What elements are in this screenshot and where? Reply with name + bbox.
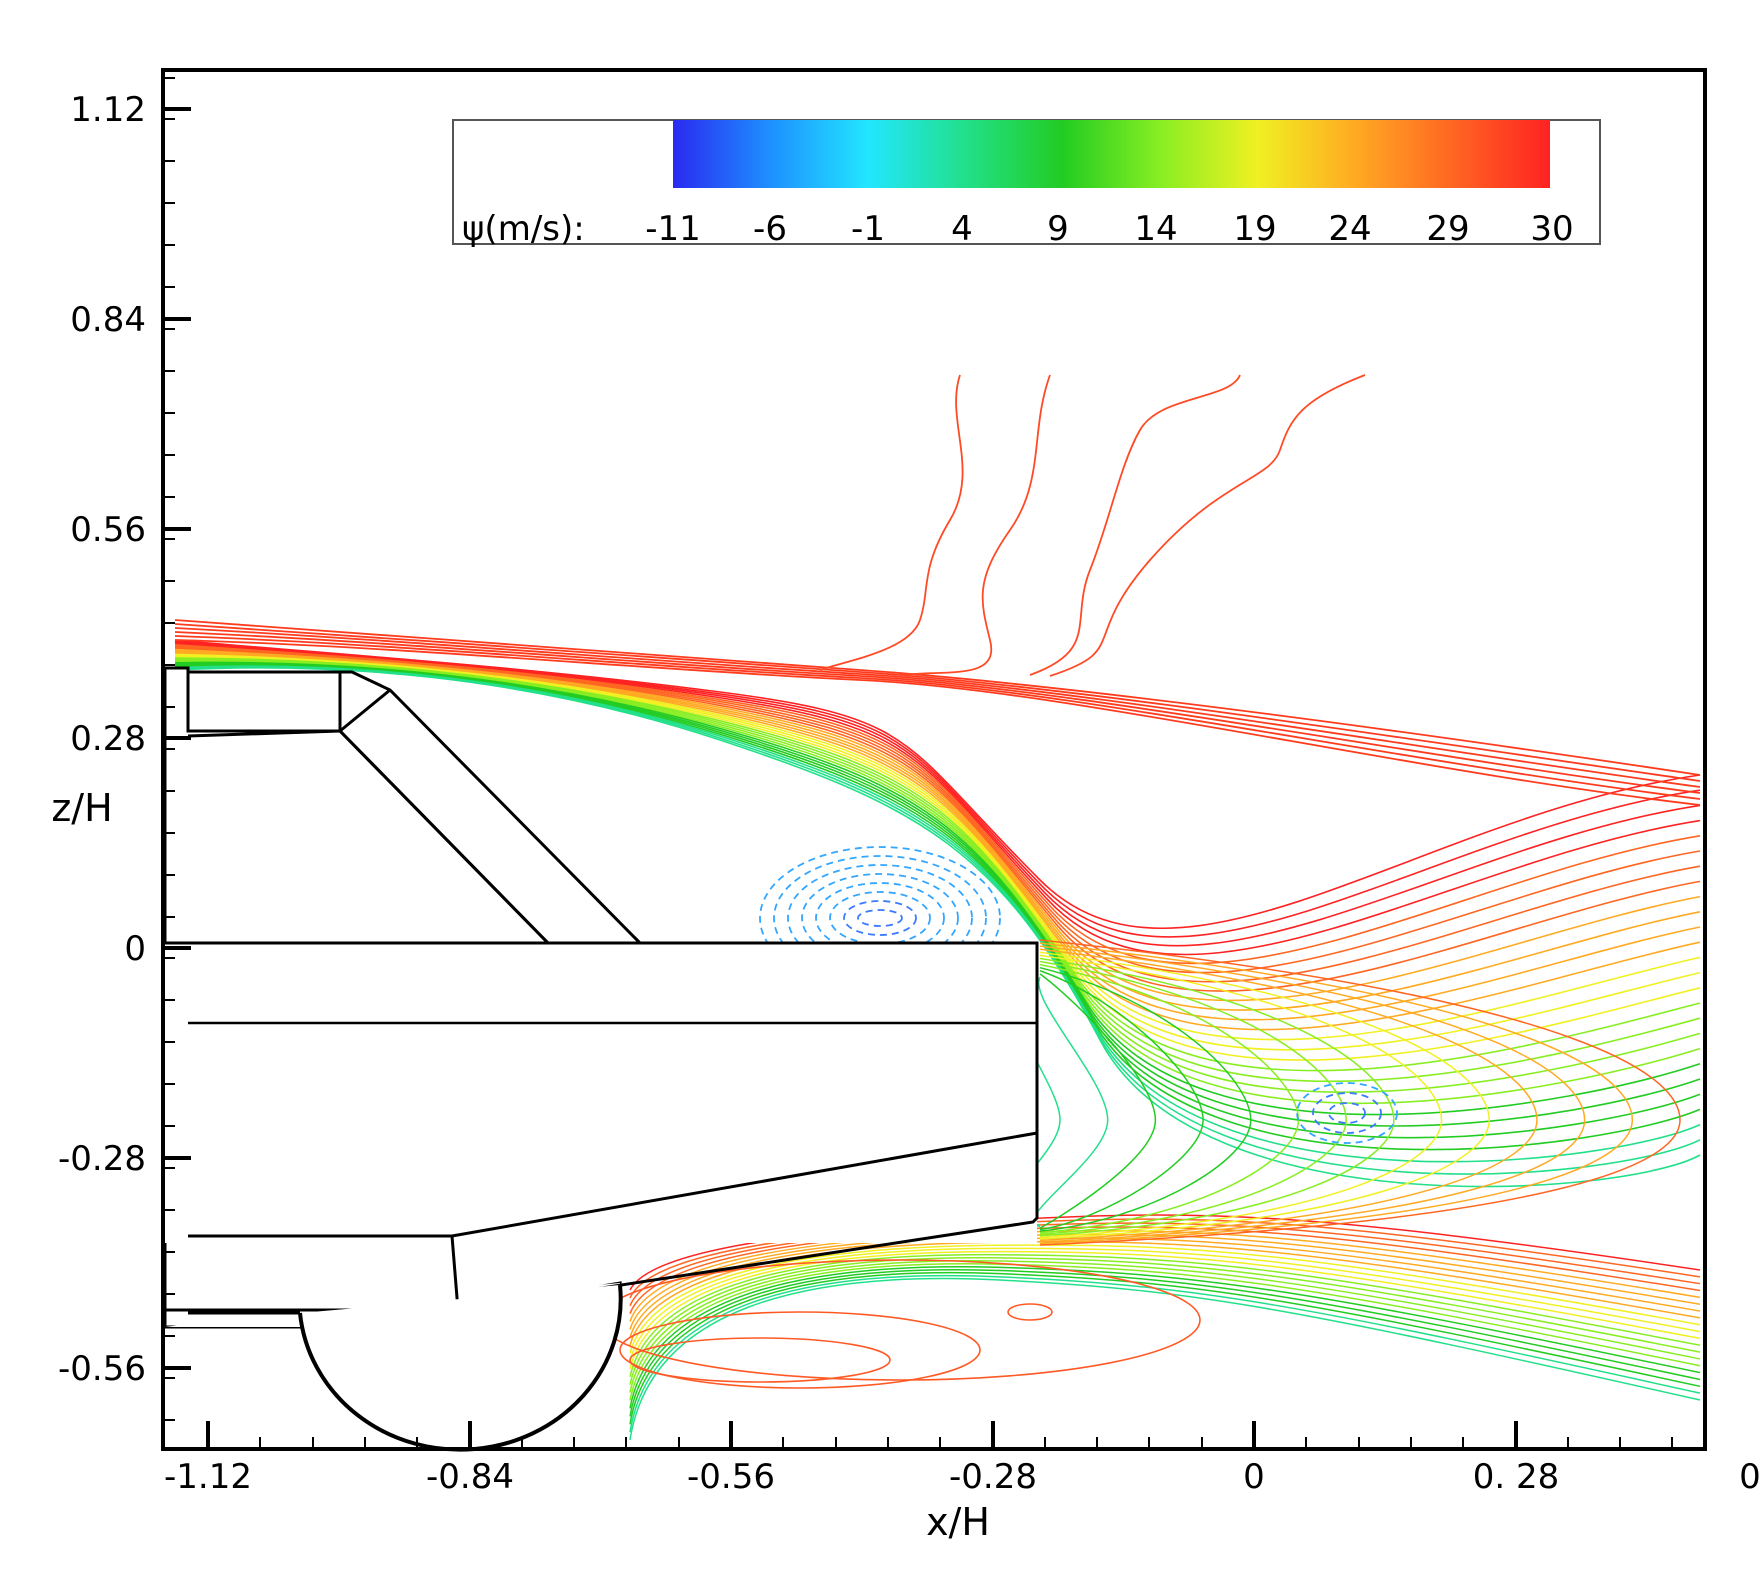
rising-contour-line [1029,374,1241,676]
lower-contour-line [629,1222,1701,1307]
x-tick-label: 0.56 [1739,1457,1764,1497]
lower-contour-line [629,1269,1701,1417]
rising-contour-line [899,374,1051,676]
sill-side [450,1235,460,1311]
shear-layer-contour [174,639,1701,806]
wake-contour-line [1039,973,1157,1229]
lower-contour-line [629,1260,1701,1393]
upper-vortex-contour [759,846,1001,990]
y-tick-label: -0.56 [58,1349,146,1389]
shear-layer-contour [174,627,1701,788]
wake-contour-line [1039,963,1300,1234]
upper-vortex-contour [843,900,917,936]
colorbar-tick-label: 9 [1047,209,1069,249]
lower-contour-line [629,1271,1701,1425]
y-tick-label: 0.28 [70,719,146,759]
x-tick-label: -0.28 [949,1457,1037,1497]
upper-contour-line [174,656,1701,1061]
rising-contour-line [819,374,964,671]
lower-contour-line [629,1214,1701,1291]
wake-contour-line [1039,939,1681,1246]
y-tick-label: 0 [124,929,146,969]
wake-contour-line [1039,942,1634,1245]
y-tick-label: 0.56 [70,510,146,550]
vehicle-geometry [163,666,1039,1452]
wake-contour-line [1039,948,1538,1242]
wheel [298,1284,623,1452]
colorbar-tick-label: 24 [1328,209,1371,249]
y-tick-label: 0.84 [70,300,146,340]
windshield-edge [338,672,391,733]
shear-layer-contour [174,619,1701,776]
colorbar-tick-label: 30 [1530,209,1573,249]
y-axis-ticks [163,77,191,1421]
jet-contour-loop [1007,1303,1053,1321]
lower-contour-line [629,1218,1701,1299]
x-tick-label: 0. 28 [1473,1457,1560,1497]
y-tick-label: 1.12 [70,90,146,130]
x-axis-title: x/H [926,1500,990,1544]
wake-vortex-contour [1328,1102,1366,1124]
x-tick-label: -1.12 [164,1457,252,1497]
colorbar-tick-label: 19 [1233,209,1276,249]
wake-contour-line [1039,970,1204,1231]
jet-contour-loop [629,1337,891,1383]
colorbar-tick-label: -6 [753,209,787,249]
lower-contour-line [629,1253,1701,1378]
y-axis-title: z/H [51,786,112,830]
y-axis-tick-labels: 1.12 0.84 0.56 0.28 0 -0.28 -0.56 [58,90,146,1389]
colorbar-tick-label: 4 [951,209,973,249]
colorbar-tick-label: -1 [851,209,885,249]
rising-contour-line [1049,374,1366,677]
plot-frame [161,68,1707,1451]
lower-contour-line [629,1266,1701,1409]
upper-vortex-contour [787,864,973,972]
wake-contour-line [1039,960,1347,1235]
lower-contour-line [629,1226,1701,1314]
shear-layer-contour [174,631,1701,794]
y-tick-label: -0.28 [58,1139,146,1179]
wake-contour-line [1039,945,1586,1243]
wake-contour-line [1039,954,1443,1239]
upper-vortex-contour [857,909,903,927]
lower-contour-line [629,1277,1701,1441]
wake-contour-line [1039,957,1395,1237]
colorbar-tick-label: -11 [645,209,701,249]
colorbar-gradient [673,120,1550,188]
colorbar-tick-label: 14 [1134,209,1177,249]
colorbar-tick-label: 29 [1426,209,1469,249]
x-tick-label: -0.84 [426,1457,514,1497]
wake-contour-line [1039,951,1490,1240]
wake-contour-line [1032,976,1109,1228]
plot-area-border [161,68,1707,1451]
cabin-block [165,943,1037,1243]
lower-contour-line [629,1274,1701,1433]
lower-contour-line [629,1244,1701,1354]
contour-lines [174,374,1701,1441]
x-tick-label: -0.56 [687,1457,775,1497]
wake-vortex-contour [1312,1092,1382,1134]
x-tick-label: 0 [1243,1457,1265,1497]
jet-contour-loop [619,1311,981,1389]
wake-contour-line [1039,966,1252,1232]
colorbar-legend: ψ(m/s): -11 -6 -1 4 9 14 19 24 29 30 [452,119,1601,249]
upper-vortex-contour [829,891,931,945]
colorbar-variable-label: ψ(m/s): [462,209,585,249]
colorbar-tick-labels: -11 -6 -1 4 9 14 19 24 29 30 [645,209,1573,249]
wake-vortex-contour [1296,1082,1398,1144]
shear-layer-contour [174,635,1701,800]
x-axis-ticks [206,1421,1673,1449]
lower-contour-line [629,1257,1701,1385]
lower-contour-line [629,1250,1701,1370]
lower-contour-line [629,1247,1701,1362]
lower-contour-line [629,1263,1701,1401]
shear-layer-contour [174,623,1701,782]
upper-vortex-contour [815,882,945,954]
